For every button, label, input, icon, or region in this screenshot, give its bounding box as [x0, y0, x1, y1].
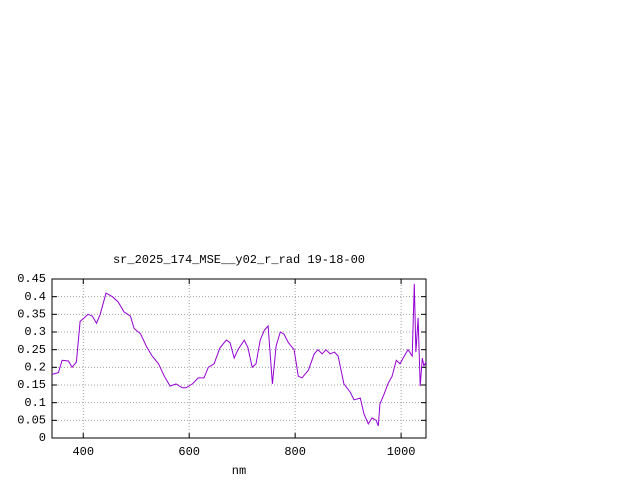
y-tick-label: 0.25	[17, 343, 46, 357]
x-tick-label: 800	[284, 445, 306, 459]
x-axis-label: nm	[232, 464, 246, 478]
y-tick-label: 0.4	[24, 290, 46, 304]
y-tick-label: 0.2	[24, 361, 46, 375]
y-tick-label: 0.45	[17, 272, 46, 286]
data-line	[51, 283, 427, 427]
y-tick-label: 0.1	[24, 396, 46, 410]
y-tick-label: 0.15	[17, 378, 46, 392]
x-tick-label: 600	[178, 445, 200, 459]
y-tick-label: 0.05	[17, 414, 46, 428]
plot-frame	[51, 278, 427, 439]
x-tick-label: 400	[72, 445, 94, 459]
chart-title: sr_2025_174_MSE__y02_r_rad 19-18-00	[113, 253, 365, 267]
y-tick-label: 0	[39, 431, 46, 445]
y-tick-label: 0.3	[24, 325, 46, 339]
x-tick-label: 1000	[387, 445, 416, 459]
y-tick-label: 0.35	[17, 308, 46, 322]
